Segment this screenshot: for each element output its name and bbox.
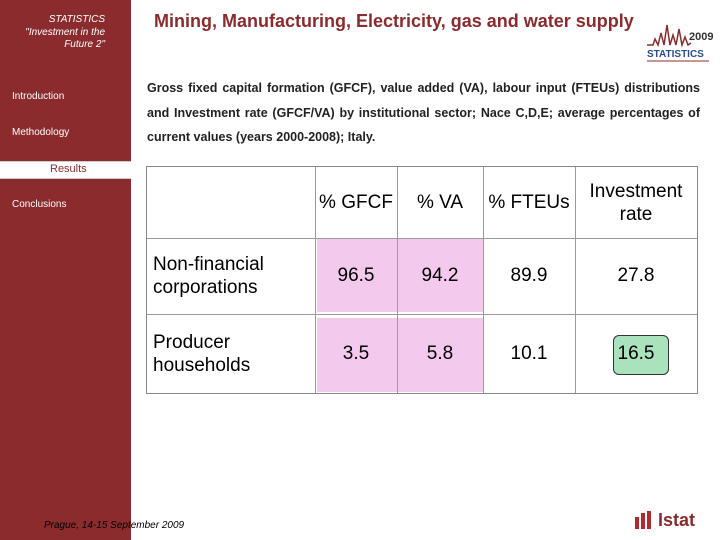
column-header-va: % VA xyxy=(416,192,464,213)
column-header-fteus: % FTEUs xyxy=(488,192,570,213)
table-cell: 94.2 xyxy=(421,265,459,286)
logo-skyline-icon xyxy=(647,24,692,48)
logo-year: 2009 xyxy=(689,31,713,43)
sidebar: STATISTICS "Investment in the Future 2" … xyxy=(0,0,131,540)
istat-logo: Istat xyxy=(634,510,714,531)
sidebar-item-results-label: Results xyxy=(50,163,87,175)
highlight-cell xyxy=(397,318,483,392)
table-cell: 89.9 xyxy=(510,265,548,286)
sidebar-item-results[interactable]: Results xyxy=(0,161,131,179)
highlight-cell xyxy=(317,318,397,392)
istat-wordmark: Istat xyxy=(658,510,696,530)
column-header-gfcf: % GFCF xyxy=(319,192,393,213)
table-cell: 10.1 xyxy=(510,342,548,364)
sidebar-item-introduction[interactable]: Introduction xyxy=(12,91,65,102)
row-label-producer-households: Producer households xyxy=(153,331,251,376)
highlight-cell xyxy=(397,238,483,312)
page-title: Mining, Manufacturing, Electricity, gas … xyxy=(154,11,634,31)
statistics-2009-logo: 2009 STATISTICS xyxy=(647,24,713,62)
column-header-investment-rate: Investment rate xyxy=(589,180,683,225)
footer-event-date: Prague, 14-15 September 2009 xyxy=(44,520,185,531)
row-label-non-financial-corporations: Non-financial corporations xyxy=(153,254,264,298)
sidebar-title: STATISTICS "Investment in the Future 2" xyxy=(25,14,105,50)
table-cell: 96.5 xyxy=(337,265,375,286)
highlight-cell xyxy=(613,335,669,375)
highlight-cell xyxy=(317,238,397,312)
sidebar-item-conclusions[interactable]: Conclusions xyxy=(12,199,67,210)
table-caption: Gross fixed capital formation (GFCF), va… xyxy=(147,81,700,144)
table-cell: 5.8 xyxy=(426,342,454,364)
istat-bars-icon xyxy=(635,511,651,529)
data-table: % GFCF % VA % FTEUs Investment rate Non-… xyxy=(146,166,698,394)
table-cell: 3.5 xyxy=(342,342,370,364)
logo-statistics-text: STATISTICS xyxy=(647,49,704,60)
table-cell: 27.8 xyxy=(617,265,655,286)
sidebar-item-methodology[interactable]: Methodology xyxy=(12,127,70,138)
table-cell: 16.5 xyxy=(617,342,655,364)
